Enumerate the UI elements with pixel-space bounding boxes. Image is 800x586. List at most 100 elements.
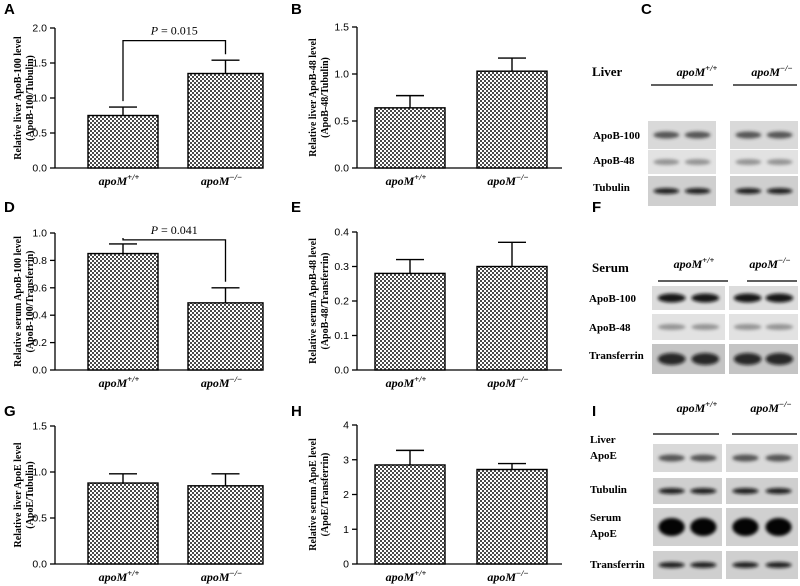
y-axis-label-unit: (ApoB-48/Transferrin) bbox=[320, 252, 331, 349]
y-axis-label: Relative liver ApoB-100 level bbox=[13, 36, 24, 160]
x-category-label: apoM+/+ bbox=[99, 568, 140, 584]
blot-band bbox=[733, 324, 762, 330]
western-blot-c: C Liver apoM+/+ apoM−/− ApoB-100 ApoB-48 Tubul… bbox=[592, 1, 798, 206]
y-tick-label: 1.0 bbox=[32, 93, 47, 105]
y-tick-label: 0.5 bbox=[32, 513, 47, 525]
y-tick-label: 2 bbox=[343, 489, 349, 501]
x-category-label: apoM−/− bbox=[201, 568, 242, 584]
blot-title: Liver bbox=[592, 64, 623, 79]
bar-wild-type bbox=[374, 272, 446, 371]
bar-knockout bbox=[187, 485, 264, 565]
panel-letter: H bbox=[291, 403, 302, 420]
blot-band bbox=[732, 488, 759, 494]
panel-letter: C bbox=[641, 1, 652, 18]
blot-row-label: Transferrin bbox=[589, 350, 644, 362]
y-tick-label: 3 bbox=[343, 454, 349, 466]
y-tick-label: 0.0 bbox=[334, 163, 349, 175]
bar-chart-d: D 0.0 0.2 0.4 0.6 0.8 1.0 Relative serum ApoB-1… bbox=[4, 199, 264, 390]
bar-knockout bbox=[476, 468, 548, 565]
bar-knockout bbox=[476, 265, 548, 371]
bar-knockout bbox=[187, 302, 264, 371]
bar-chart-a: A 0.0 0.5 1.0 1.5 2.0 Relative liver ApoB-100 … bbox=[4, 1, 264, 188]
y-tick-label: 2.0 bbox=[32, 23, 47, 35]
y-tick-label: 0.8 bbox=[32, 255, 47, 267]
y-tick-label: 0.6 bbox=[32, 282, 47, 294]
blot-band bbox=[684, 188, 711, 194]
y-tick-label: 0.0 bbox=[334, 365, 349, 377]
y-tick-label: 1.5 bbox=[32, 58, 47, 70]
y-tick-label: 1.5 bbox=[334, 22, 349, 34]
y-axis-label-unit: (ApoB-48/Tubulin) bbox=[320, 57, 331, 138]
bar-chart-e: E 0.0 0.1 0.2 0.3 0.4 Relative serum ApoB-48 l… bbox=[291, 199, 562, 390]
blot-band bbox=[684, 159, 711, 165]
bar-wild-type bbox=[87, 482, 159, 565]
blot-band bbox=[691, 293, 720, 303]
significance-bracket bbox=[122, 237, 227, 282]
y-tick-label: 1.5 bbox=[32, 421, 47, 433]
bar-chart-h: H 0 1 2 3 4 Relative serum ApoE level (ApoE/Tra… bbox=[291, 403, 562, 584]
y-tick-label: 0.0 bbox=[32, 559, 47, 571]
y-tick-label: 0.5 bbox=[334, 116, 349, 128]
blot-band bbox=[658, 488, 685, 494]
western-blot-f: F Serum apoM+/+ apoM−/− ApoB-100 ApoB-48 Trans… bbox=[589, 199, 798, 374]
y-axis-label: Relative liver ApoE level bbox=[13, 442, 24, 547]
blot-row-label: ApoB-48 bbox=[589, 322, 631, 334]
blot-band bbox=[765, 293, 794, 303]
bar-wild-type bbox=[87, 114, 159, 169]
blot-band bbox=[657, 324, 686, 330]
y-tick-label: 0.4 bbox=[32, 310, 47, 322]
y-tick-label: 1 bbox=[343, 524, 349, 536]
y-axis-label: Relative serum ApoB-100 level bbox=[13, 236, 24, 367]
panel-letter: G bbox=[4, 403, 16, 420]
x-category-label: apoM−/− bbox=[201, 172, 242, 188]
blot-row-label: ApoB-100 bbox=[593, 130, 641, 142]
y-axis-label: Relative serum ApoE level bbox=[308, 438, 319, 551]
blot-band bbox=[690, 562, 717, 568]
blot-band bbox=[765, 488, 792, 494]
bar-chart-g: G 0.0 0.5 1.0 1.5 Relative liver ApoE level (A… bbox=[4, 403, 264, 584]
panel-letter: I bbox=[592, 403, 596, 420]
blot-band bbox=[735, 188, 762, 194]
genotype-group-label: apoM−/− bbox=[750, 399, 791, 415]
y-tick-label: 4 bbox=[343, 420, 349, 432]
genotype-group-label: apoM+/+ bbox=[677, 399, 718, 415]
x-category-label: apoM−/− bbox=[487, 568, 528, 584]
blot-band bbox=[733, 353, 762, 365]
blot-band bbox=[766, 188, 793, 194]
bar-knockout bbox=[476, 70, 548, 169]
blot-row-label: ApoB-48 bbox=[593, 155, 635, 167]
blot-band bbox=[690, 454, 717, 462]
genotype-group-label: apoM−/− bbox=[751, 63, 792, 79]
y-tick-label: 0 bbox=[343, 559, 349, 571]
blot-band bbox=[735, 159, 762, 165]
blot-band bbox=[657, 293, 686, 303]
blot-band bbox=[732, 518, 759, 536]
panel-letter: F bbox=[592, 199, 601, 216]
panel-letter: B bbox=[291, 1, 302, 18]
blot-band bbox=[684, 131, 711, 139]
bar-wild-type bbox=[374, 464, 446, 565]
panel-letter: D bbox=[4, 199, 15, 216]
blot-band bbox=[658, 454, 685, 462]
y-tick-label: 0.0 bbox=[32, 163, 47, 175]
blot-band bbox=[691, 353, 720, 365]
y-tick-label: 0.5 bbox=[32, 128, 47, 140]
y-axis-label-unit: (ApoB-100/Tubulin) bbox=[25, 55, 36, 141]
bar-wild-type bbox=[374, 107, 446, 169]
x-category-label: apoM−/− bbox=[201, 374, 242, 390]
blot-band bbox=[732, 454, 759, 462]
y-tick-label: 0.3 bbox=[334, 261, 349, 273]
blot-band bbox=[765, 454, 792, 462]
blot-band bbox=[691, 324, 720, 330]
bar-wild-type bbox=[87, 252, 159, 371]
y-tick-label: 0.4 bbox=[334, 227, 349, 239]
blot-band bbox=[732, 562, 759, 568]
x-category-label: apoM+/+ bbox=[386, 568, 427, 584]
panel-letter: E bbox=[291, 199, 301, 216]
blot-band bbox=[766, 159, 793, 165]
x-category-label: apoM−/− bbox=[487, 374, 528, 390]
blot-band bbox=[765, 353, 794, 365]
y-axis-label-unit: (ApoE/Transferrin) bbox=[320, 453, 331, 537]
